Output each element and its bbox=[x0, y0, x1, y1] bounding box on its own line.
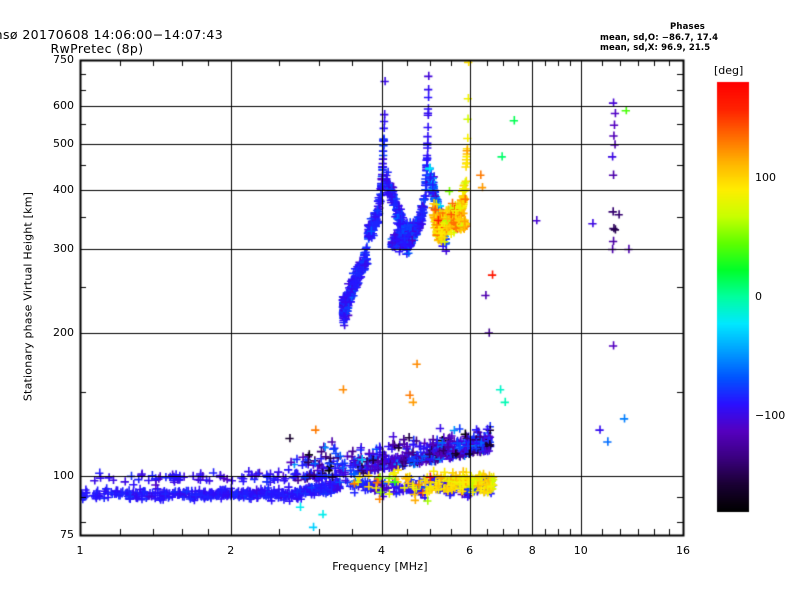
figure-subtitle-line2: RwPretec (8p) bbox=[50, 41, 144, 56]
x-tick-label: 16 bbox=[676, 544, 690, 557]
x-tick-label: 4 bbox=[378, 544, 385, 557]
y-tick-label: 100 bbox=[53, 468, 74, 482]
x-tick-label: 8 bbox=[528, 544, 536, 557]
y-tick-label: 500 bbox=[53, 136, 74, 150]
x-tick-label: 1 bbox=[76, 544, 84, 557]
colorbar-unit-label: [deg] bbox=[714, 64, 744, 77]
y-tick-label: 600 bbox=[53, 99, 74, 113]
y-tick-label: 75 bbox=[60, 528, 74, 541]
y-axis-label: Stationary phase Virtual Height [km] bbox=[21, 191, 35, 402]
y-tick-label: 300 bbox=[53, 242, 74, 256]
colorbar-tick-label: 100 bbox=[755, 170, 776, 184]
y-tick-label: 200 bbox=[53, 325, 74, 339]
y-tick-label: 750 bbox=[53, 53, 74, 66]
x-axis-label: Frequency [MHz] bbox=[332, 560, 428, 573]
y-tick-label: 400 bbox=[53, 182, 74, 196]
phases-x-mode: mean, sd,X: 96.9, 21.5 bbox=[600, 43, 711, 53]
colorbar-tick-label: 0 bbox=[755, 290, 762, 303]
x-tick-label: 10 bbox=[573, 544, 588, 557]
phases-annotation: Phases mean, sd,O: −86.7, 17.4 mean, sd,… bbox=[600, 22, 775, 54]
phases-heading: Phases bbox=[669, 22, 706, 32]
x-tick-label: 2 bbox=[227, 544, 235, 557]
phases-o-mode: mean, sd,O: −86.7, 17.4 bbox=[600, 32, 719, 43]
figure-title-line1: Tromsø 20170608 14:06:00−14:07:43 bbox=[0, 27, 224, 42]
x-tick-label: 6 bbox=[466, 544, 474, 557]
colorbar-tick-label: −100 bbox=[755, 409, 786, 423]
